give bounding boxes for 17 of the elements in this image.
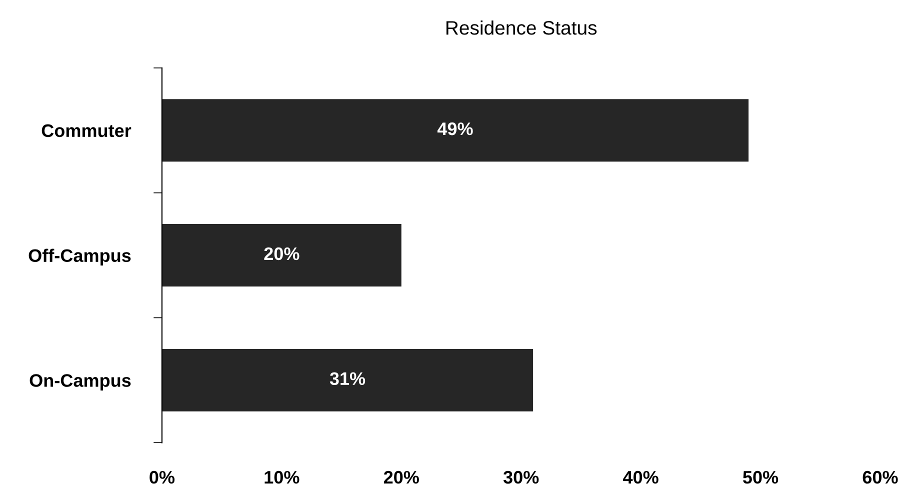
y-tick-label: Commuter — [42, 124, 132, 138]
bar — [162, 224, 402, 286]
x-tick-label: 10% — [264, 470, 300, 484]
data-label: 20% — [264, 247, 300, 260]
x-tick-label: 50% — [743, 470, 778, 484]
x-tick-label: 0% — [150, 470, 175, 484]
chart-title: Residence Status — [446, 20, 597, 35]
data-label: 49% — [437, 122, 473, 136]
data-label: 31% — [330, 372, 366, 386]
x-tick-label: 60% — [862, 470, 898, 484]
y-tick-label: On-Campus — [30, 374, 131, 390]
x-tick-label: 30% — [503, 470, 539, 484]
y-tick-label: Off-Campus — [28, 248, 131, 266]
x-tick-label: 40% — [623, 470, 658, 484]
bar — [162, 99, 749, 162]
bar — [162, 348, 534, 412]
x-tick-label: 20% — [384, 470, 419, 484]
